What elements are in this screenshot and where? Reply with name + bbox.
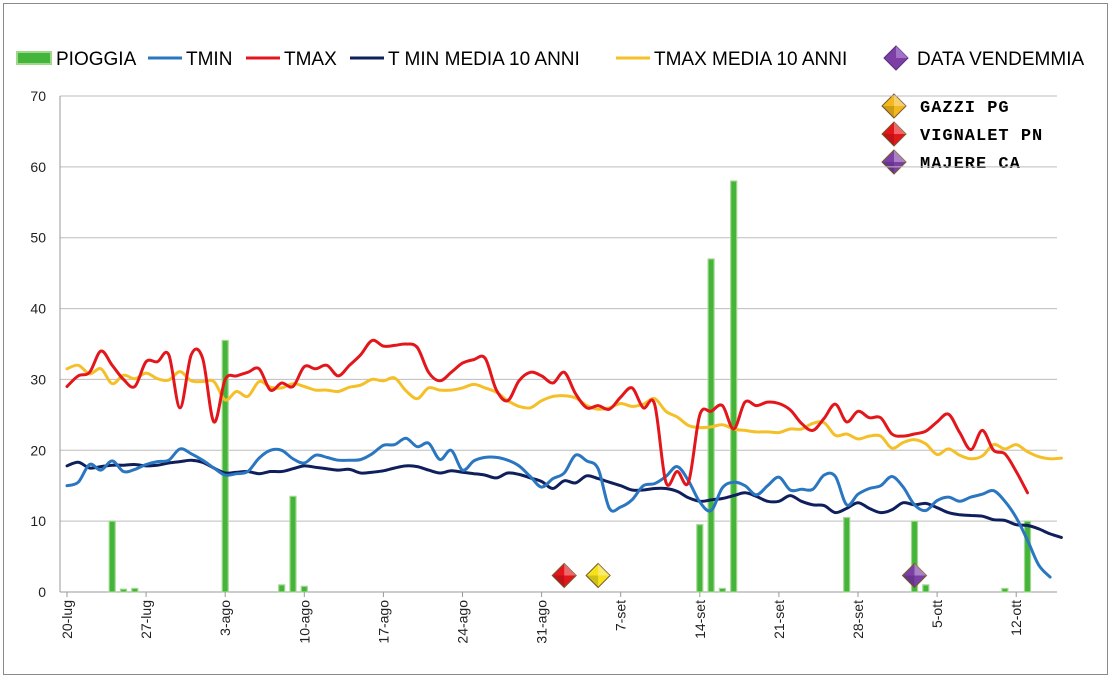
rain-bar — [696, 524, 704, 593]
y-axis-ticks: 0 10 20 30 40 50 60 70 — [30, 88, 46, 600]
rain-bar — [289, 495, 297, 593]
rain-bar — [108, 520, 116, 593]
harvest-marker-majere — [901, 562, 928, 589]
rain-bar — [730, 180, 738, 593]
legend-tmax-label: TMAX — [284, 49, 337, 70]
harvest-key-label-vignalet: VIGNALET PN — [920, 127, 1043, 146]
rain-bar — [119, 588, 128, 593]
legend-tmin-label: TMIN — [186, 49, 232, 70]
grid — [59, 95, 1057, 593]
x-tick-label: 20-lug — [59, 600, 75, 639]
legend-rain-label: PIOGGIA — [56, 49, 137, 70]
rain-bar — [843, 516, 851, 593]
x-tick-label: 21-set — [771, 600, 787, 639]
rain-bar — [1001, 587, 1009, 593]
x-tick-label: 7-set — [613, 600, 629, 631]
harvest-key-icon-gazzi — [881, 93, 907, 119]
y-tick-label: 20 — [30, 442, 46, 458]
harvest-key-icon-vignalet — [881, 121, 907, 147]
x-tick-label: 27-lug — [138, 600, 154, 639]
legend-rain-swatch — [16, 51, 52, 65]
y-tick-label: 0 — [38, 584, 46, 600]
y-tick-label: 10 — [30, 513, 46, 529]
rain-bar — [910, 520, 919, 593]
series-line-tmax — [65, 338, 1029, 495]
x-tick-label: 24-ago — [455, 600, 471, 644]
x-tick-label: 31-ago — [534, 600, 550, 644]
y-tick-label: 70 — [30, 88, 46, 104]
chart-frame — [3, 3, 1108, 675]
harvest-key-label-majere: MAJERE CA — [920, 155, 1021, 174]
x-tick-label: 12-ott — [1008, 600, 1024, 636]
rain-bar — [131, 587, 139, 593]
rain-bars — [108, 180, 1032, 593]
series-line-tmax-media-10-anni — [65, 363, 1063, 461]
harvest-markers — [551, 562, 928, 589]
rain-bar — [278, 584, 286, 593]
x-axis-ticks: 20-lug 27-lug 3-ago 10-ago 17-ago 24-ago 31-ag… — [59, 592, 1024, 644]
y-tick-label: 60 — [30, 159, 46, 175]
rain-bar — [1023, 520, 1032, 593]
legend-harvest-swatch — [883, 45, 909, 71]
temperature-lines — [65, 338, 1063, 579]
y-tick-label: 30 — [30, 371, 46, 387]
legend-tmin10-label: T MIN MEDIA 10 ANNI — [388, 49, 580, 70]
legend-tmax10-label: TMAX MEDIA 10 ANNI — [654, 49, 847, 70]
x-tick-label: 10-ago — [296, 600, 312, 644]
rain-bar — [922, 584, 930, 593]
harvest-marker-gazzi — [585, 562, 611, 589]
y-tick-label: 40 — [30, 301, 46, 317]
legend: PIOGGIA TMIN TMAX T MIN MEDIA 10 ANNI TM… — [16, 45, 1084, 71]
x-tick-label: 5-ott — [929, 600, 945, 628]
legend-harvest-label: DATA VENDEMMIA — [917, 49, 1084, 70]
harvest-marker-vignalet — [551, 562, 577, 589]
x-tick-label: 3-ago — [217, 600, 233, 636]
series-line-t-min-media-10-anni — [65, 458, 1063, 539]
rain-bar — [300, 585, 308, 593]
harvest-key-label-gazzi: GAZZI PG — [920, 99, 1010, 118]
series-line-tmin — [65, 436, 1052, 579]
harvest-key: GAZZI PG VIGNALET PN MAJERE CA — [881, 93, 1043, 175]
harvest-key-icon-majere — [881, 149, 907, 175]
rain-bar — [718, 587, 727, 593]
x-tick-label: 28-set — [850, 600, 866, 639]
x-tick-label: 14-set — [692, 600, 708, 639]
x-tick-label: 17-ago — [375, 600, 391, 644]
y-tick-label: 50 — [30, 230, 46, 246]
